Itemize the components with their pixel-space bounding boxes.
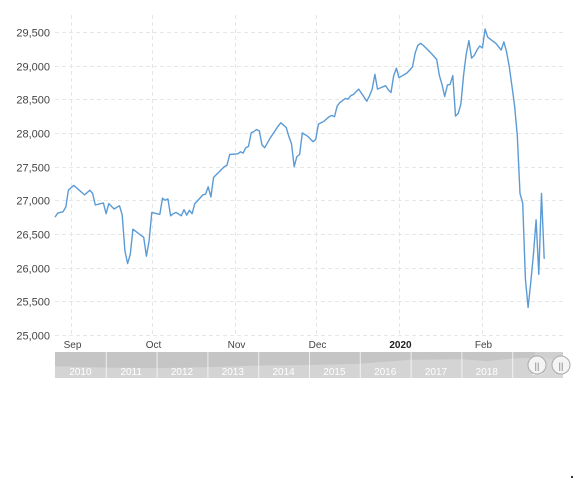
y-tick-label: 27,000 [16, 196, 50, 208]
x-tick-label: Oct [146, 340, 162, 351]
chart-container: 25,000 25,500 26,000 26,500 27,000 27,500 28,0… [16, 15, 571, 378]
gridlines [55, 15, 563, 336]
navigator-year-label: 2010 [69, 367, 92, 378]
x-tick-label: Nov [228, 340, 246, 351]
y-tick-label: 26,000 [16, 264, 50, 276]
x-tick-label: Dec [309, 340, 327, 351]
x-tick-label: Feb [475, 340, 493, 351]
navigator-year-label: 2015 [323, 367, 346, 378]
navigator-handle-circle [527, 355, 547, 375]
y-tick-label: 29,000 [16, 62, 50, 74]
navigator-year-label: 2012 [171, 367, 194, 378]
footer-dot [571, 476, 573, 478]
y-tick-label: 26,500 [16, 230, 50, 242]
navigator-year-label: 2016 [374, 367, 397, 378]
y-tick-label: 27,500 [16, 163, 50, 175]
y-tick-label: 29,500 [16, 28, 50, 40]
navigator-left-handle[interactable]: || [527, 355, 547, 375]
navigator-handle-grip: || [535, 361, 540, 371]
navigator-year-label: 2018 [476, 367, 499, 378]
y-tick-label: 28,500 [16, 95, 50, 107]
navigator-handle-circle [551, 355, 571, 375]
navigator-year-label: 2014 [272, 367, 295, 378]
y-axis: 25,000 25,500 26,000 26,500 27,000 27,500 28,0… [16, 28, 50, 343]
line-chart: 25,000 25,500 26,000 26,500 27,000 27,500 28,0… [16, 15, 571, 378]
range-navigator[interactable]: 20102011201220132014201520162017201820||… [55, 352, 571, 378]
navigator-handle-grip: || [559, 361, 564, 371]
x-axis: Sep Oct Nov Dec 2020 Feb [64, 340, 493, 351]
x-tick-label: 2020 [389, 340, 412, 351]
x-tick-label: Sep [64, 340, 82, 351]
navigator-year-label: 2011 [120, 367, 142, 378]
navigator-year-label: 2017 [425, 367, 448, 378]
series-group [54, 28, 545, 309]
y-tick-label: 25,000 [16, 331, 50, 343]
y-tick-label: 28,000 [16, 129, 50, 141]
series-line [54, 28, 545, 309]
navigator-year-label: 2013 [222, 367, 245, 378]
y-tick-label: 25,500 [16, 297, 50, 309]
navigator-right-handle[interactable]: || [551, 355, 571, 375]
